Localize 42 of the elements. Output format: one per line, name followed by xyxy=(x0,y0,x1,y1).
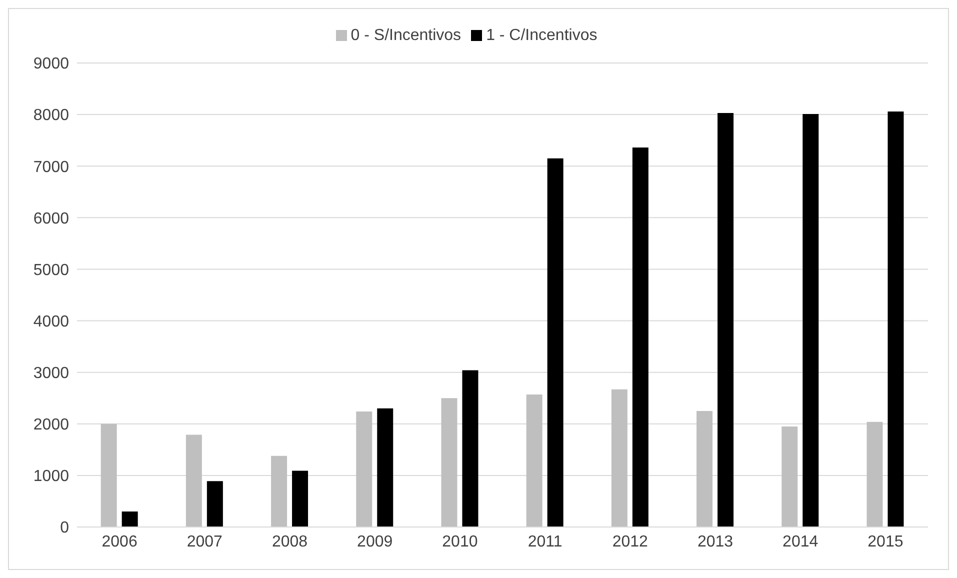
bar xyxy=(866,422,883,527)
y-tick-label: 4000 xyxy=(33,313,70,330)
bar xyxy=(611,389,628,527)
bar xyxy=(271,456,288,527)
bar xyxy=(632,148,648,527)
legend-label: 1 - C/Incentivos xyxy=(486,27,598,44)
y-tick-label: 5000 xyxy=(33,262,70,279)
y-tick-label: 6000 xyxy=(33,210,70,228)
bar xyxy=(206,481,223,527)
bar xyxy=(377,408,394,527)
x-tick-label: 2006 xyxy=(102,533,138,550)
bar xyxy=(292,470,308,527)
bar xyxy=(122,512,138,527)
bar xyxy=(802,114,819,527)
bar xyxy=(462,370,478,527)
x-tick-label: 2011 xyxy=(528,533,562,550)
bar xyxy=(782,426,798,527)
x-tick-label: 2015 xyxy=(868,533,904,550)
y-tick-label: 1000 xyxy=(33,468,70,486)
y-tick-label: 2000 xyxy=(33,416,70,434)
bar xyxy=(696,411,713,527)
y-tick-label: 3000 xyxy=(33,365,70,382)
bar xyxy=(186,434,202,527)
bar xyxy=(356,412,372,527)
x-tick-label: 2010 xyxy=(442,533,478,550)
y-tick-label: 7000 xyxy=(33,158,70,176)
bar xyxy=(718,113,734,527)
y-tick-label: 0 xyxy=(60,520,70,537)
bar xyxy=(100,424,117,527)
x-tick-label: 2013 xyxy=(697,533,734,550)
bar xyxy=(441,398,458,527)
x-tick-label: 2014 xyxy=(782,533,818,550)
x-tick-label: 2008 xyxy=(272,533,308,550)
bar xyxy=(547,158,564,527)
x-tick-label: 2009 xyxy=(357,533,393,550)
legend-label: 0 - S/Incentivos xyxy=(350,27,462,44)
y-tick-label: 8000 xyxy=(33,107,70,124)
y-tick-label: 9000 xyxy=(33,56,70,73)
x-tick-label: 2012 xyxy=(612,533,648,550)
bar xyxy=(888,111,904,527)
x-tick-label: 2007 xyxy=(186,533,223,550)
bar xyxy=(526,394,542,527)
